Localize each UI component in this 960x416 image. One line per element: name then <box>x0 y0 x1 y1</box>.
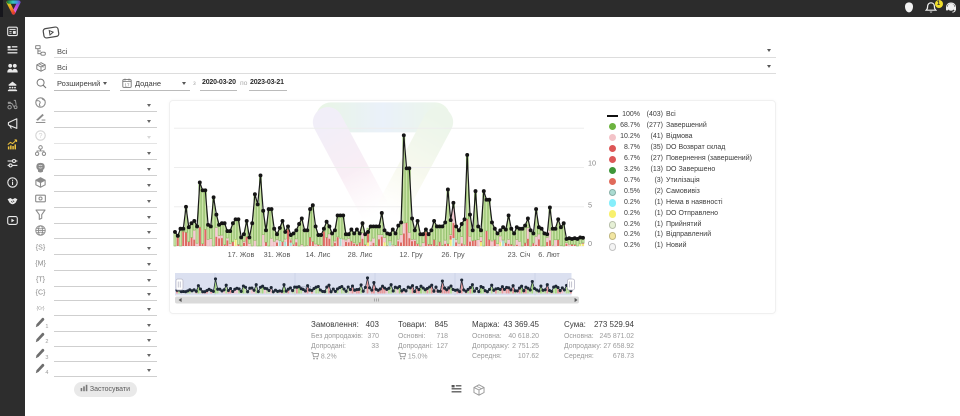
svg-text:17: 17 <box>125 82 130 87</box>
svg-text:10: 10 <box>588 159 596 168</box>
svg-text:1: 1 <box>45 324 48 328</box>
svg-text:{M}: {M} <box>35 260 46 267</box>
svg-text:14. Лис: 14. Лис <box>306 250 331 259</box>
svg-text:5: 5 <box>588 201 592 210</box>
svg-text:6. Лют: 6. Лют <box>538 250 560 259</box>
svg-text:0: 0 <box>588 239 592 248</box>
svg-text:17. Жов: 17. Жов <box>228 250 255 259</box>
svg-text:4: 4 <box>45 370 48 374</box>
svg-text:3: 3 <box>45 354 48 358</box>
svg-text:23. Січ: 23. Січ <box>508 250 531 259</box>
svg-text:2: 2 <box>45 339 48 343</box>
svg-text:{S}: {S} <box>36 244 46 251</box>
svg-text:12. Гру: 12. Гру <box>399 250 423 259</box>
svg-text:31. Жов: 31. Жов <box>264 250 291 259</box>
svg-text:{Сг}: {Сг} <box>36 306 45 311</box>
svg-text:{C}: {C} <box>36 289 46 296</box>
svg-text:{T}: {T} <box>36 276 46 283</box>
svg-text:28. Лис: 28. Лис <box>348 250 373 259</box>
svg-text:?: ? <box>39 132 43 140</box>
svg-text:26. Гру: 26. Гру <box>441 250 465 259</box>
